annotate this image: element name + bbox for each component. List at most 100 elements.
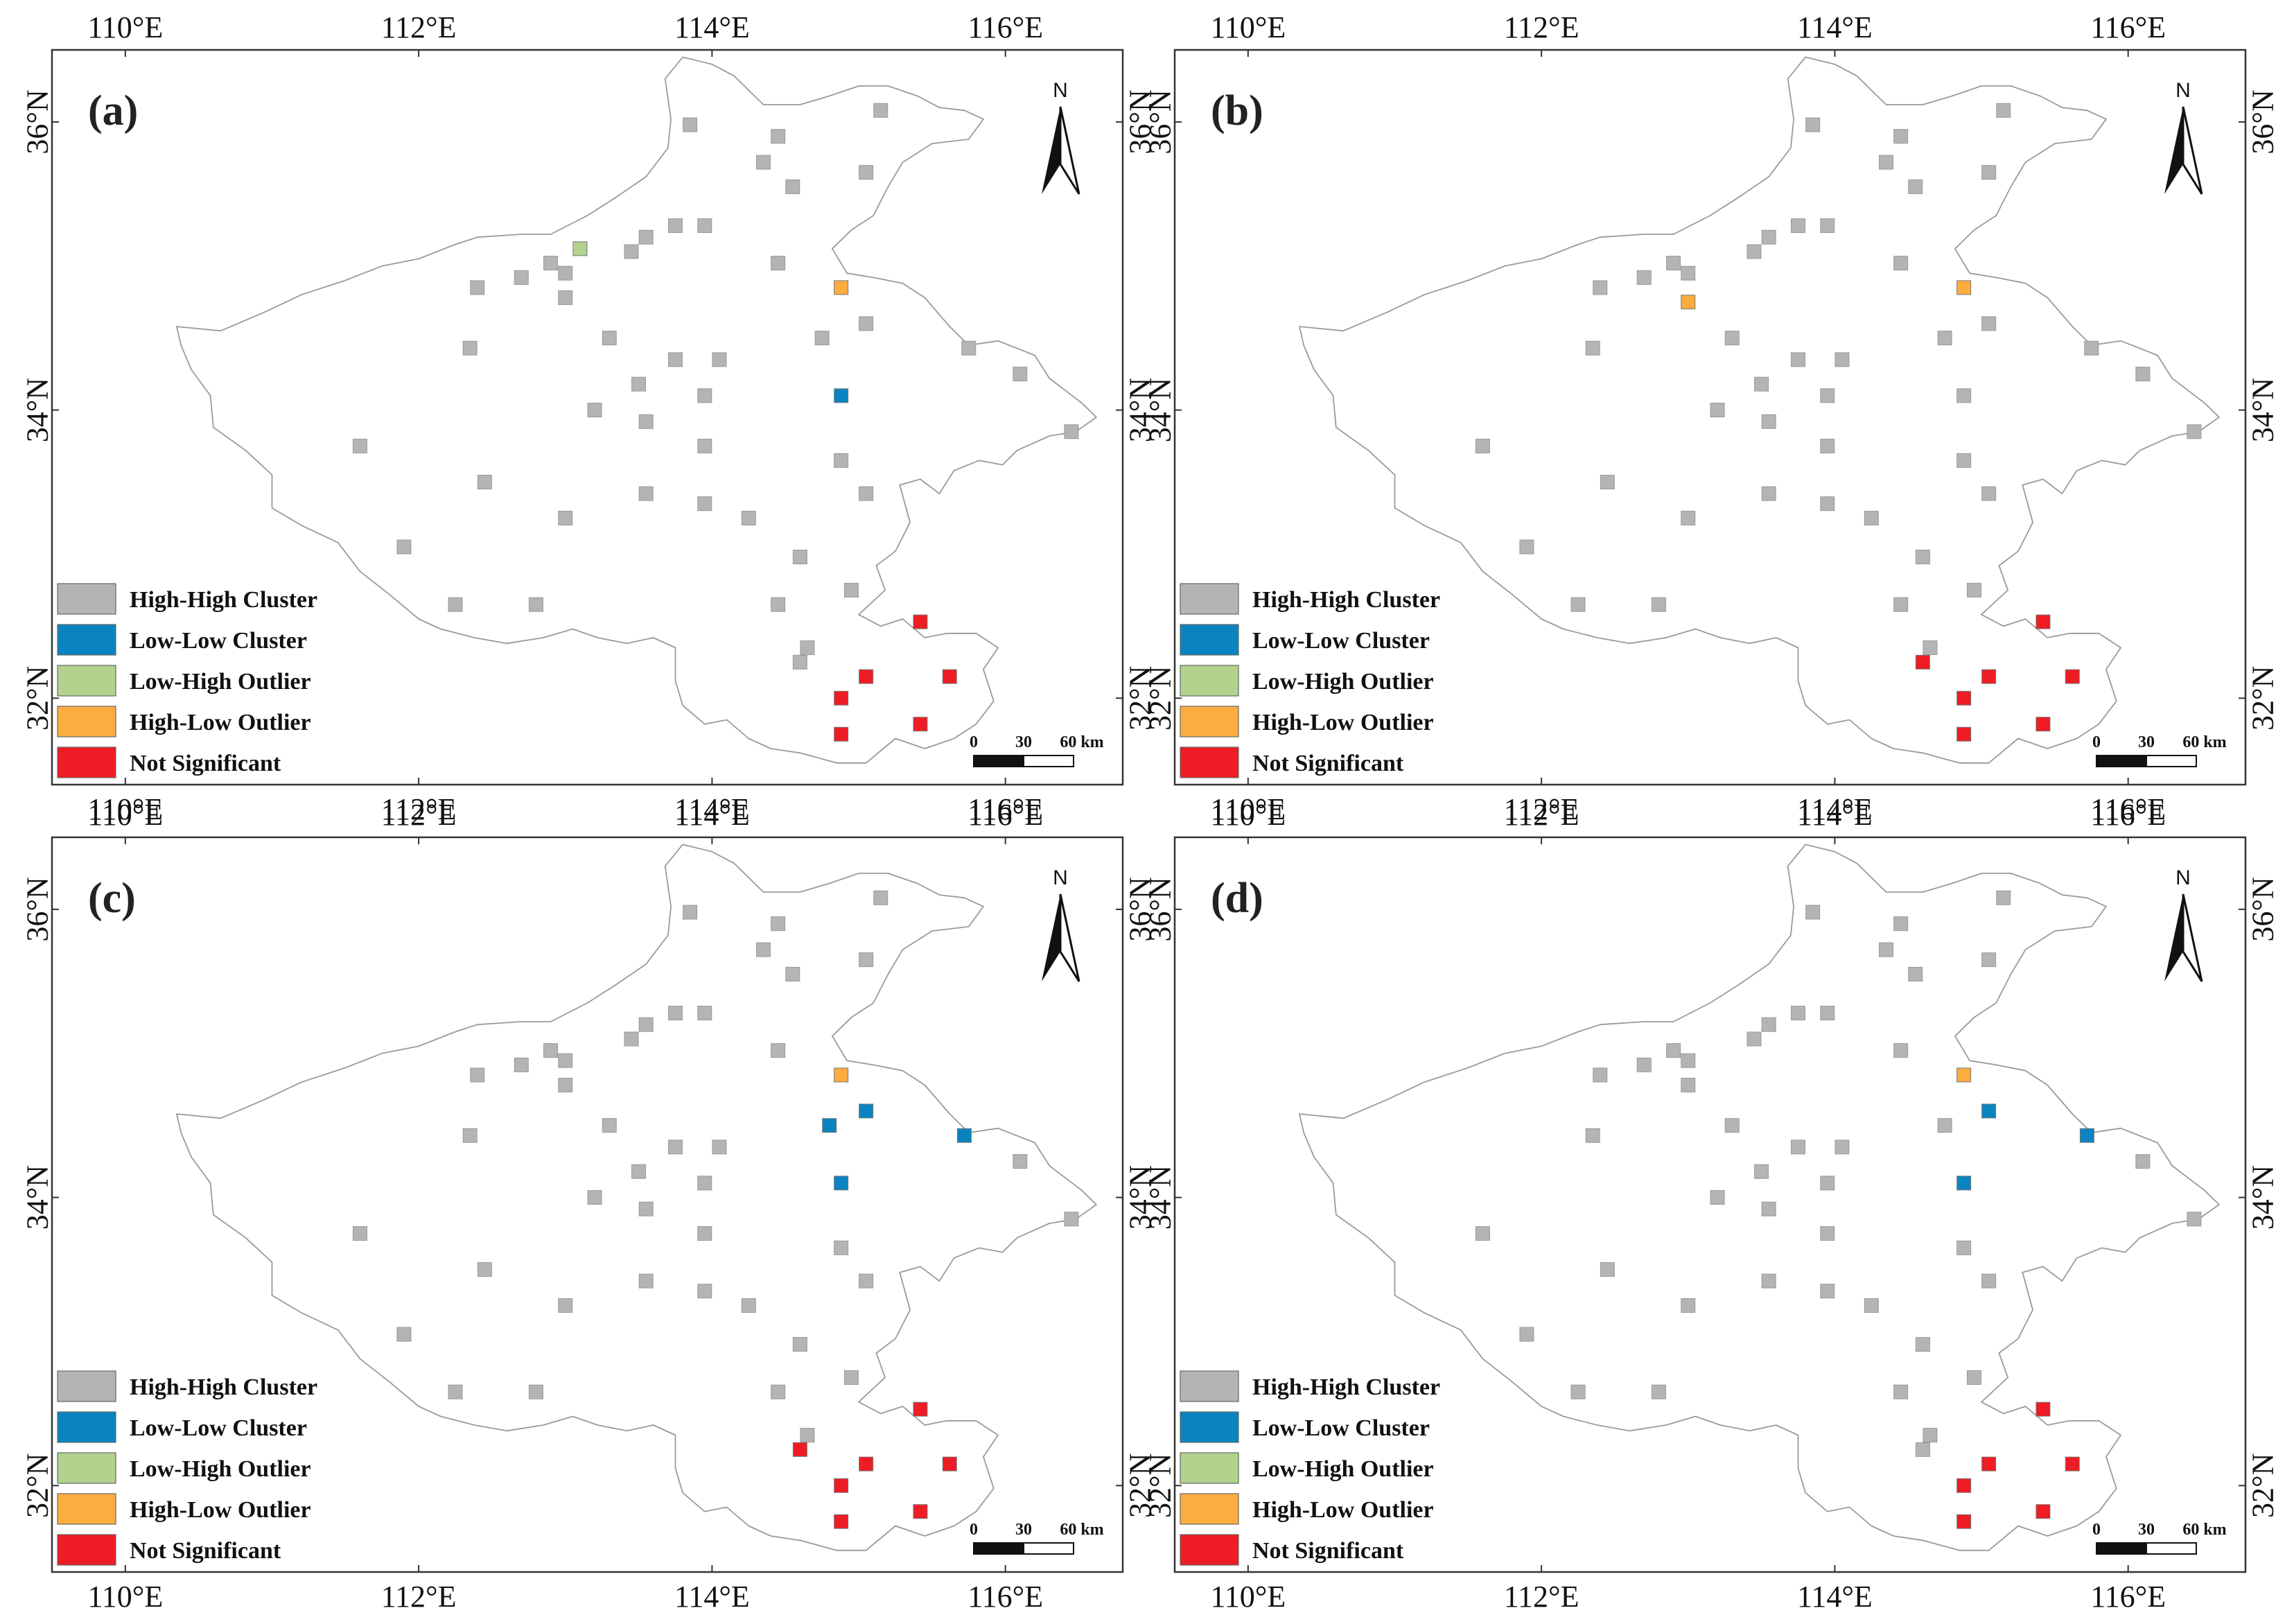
legend-label-not-significant: Not Significant	[1252, 751, 1404, 776]
lat-label-right: 36°N	[1123, 89, 1157, 154]
site-marker-high-high	[1013, 1154, 1028, 1169]
lon-label-bottom: 110°E	[87, 792, 163, 826]
scale-bar-black	[973, 755, 1024, 767]
site-marker-high-high	[1585, 1128, 1600, 1143]
site-marker-high-high	[638, 1273, 654, 1289]
site-marker-high-high	[1710, 1190, 1725, 1205]
site-marker-high-high	[1908, 966, 1923, 981]
lat-label-right: 32°N	[2245, 666, 2279, 731]
legend-label-high-high-cluster: High-High Cluster	[130, 1374, 317, 1400]
site-marker-high-high	[1761, 414, 1776, 429]
site-marker-not-significant	[1956, 1514, 1972, 1529]
lon-label-bottom: 116°E	[2090, 1580, 2166, 1614]
lon-label-top: 114°E	[1797, 798, 1873, 832]
site-marker-high-high	[873, 103, 888, 118]
panel-label: (a)	[88, 87, 138, 134]
site-marker-high-high	[800, 640, 815, 656]
site-marker-low-low-cluster	[822, 1118, 837, 1133]
site-marker-high-high	[528, 1384, 543, 1399]
scale-label-30: 30	[2138, 733, 2155, 751]
lon-label-top: 112°E	[381, 798, 457, 832]
site-marker-high-high	[1710, 403, 1725, 418]
site-marker-high-high	[697, 1226, 712, 1241]
legend-swatch-high-low-outlier	[57, 1493, 116, 1525]
panel-label: (b)	[1211, 87, 1263, 134]
site-marker-high-high	[1893, 129, 1909, 144]
site-marker-high-high	[1636, 1057, 1652, 1072]
site-marker-high-high	[873, 890, 888, 905]
site-marker-high-high	[558, 1298, 573, 1313]
site-marker-high-high	[1864, 1298, 1879, 1313]
site-marker-high-high	[1878, 942, 1893, 957]
lon-label-top: 112°E	[1504, 798, 1579, 832]
site-marker-high-high	[1761, 1201, 1776, 1216]
site-marker-high-high	[1724, 331, 1740, 346]
site-marker-high-high	[1864, 510, 1879, 525]
site-marker-low-low-cluster	[834, 388, 849, 403]
legend-swatch-not-significant	[57, 746, 116, 778]
north-arrow-icon	[2164, 106, 2203, 195]
site-marker-high-high	[755, 155, 771, 170]
legend-swatch-not-significant	[57, 1534, 116, 1566]
site-marker-not-significant	[792, 1442, 807, 1457]
site-marker-high-high	[667, 1140, 683, 1155]
site-marker-not-significant	[913, 614, 928, 629]
map-panel-a: 110°E 110°E 112°E 112°E 114°E 114°E 116°E 116°E…	[20, 10, 1157, 826]
legend-label-high-low-outlier: High-Low Outlier	[130, 710, 311, 735]
site-marker-high-high	[1966, 582, 1981, 597]
site-marker-high-high	[1593, 1067, 1608, 1083]
site-marker-high-high	[1893, 916, 1909, 932]
legend-label-low-low-cluster: Low-Low Cluster	[130, 1415, 307, 1441]
site-marker-low-low-cluster	[834, 1176, 849, 1191]
legend-swatch-high-low-outlier	[1180, 1493, 1239, 1525]
site-marker-high-high	[771, 916, 786, 932]
site-marker-not-significant	[1956, 1478, 1972, 1493]
lon-label-bottom: 112°E	[381, 1580, 457, 1614]
lon-label-top: 116°E	[2090, 798, 2166, 832]
site-marker-high-high	[667, 218, 683, 234]
site-marker-high-high	[792, 1337, 807, 1352]
lon-label-top: 114°E	[674, 798, 750, 832]
site-marker-high-high	[1956, 388, 1972, 403]
lon-label-bottom: 110°E	[1210, 1580, 1286, 1614]
north-arrow-right-half	[2182, 893, 2203, 982]
site-marker-high-high	[558, 1077, 573, 1092]
lon-label-top: 114°E	[1797, 10, 1873, 44]
site-marker-high-high	[1893, 1043, 1909, 1058]
site-marker-high-high	[1915, 550, 1930, 565]
site-marker-high-high	[755, 942, 771, 957]
site-marker-high-high	[771, 1384, 786, 1399]
map-panel-c: 110°E 110°E 112°E 112°E 114°E 114°E 116°E 116°E…	[20, 798, 1157, 1614]
legend-swatch-low-low-cluster	[1180, 1411, 1239, 1443]
site-marker-high-high	[1996, 890, 2011, 905]
site-marker-high-high	[1893, 256, 1909, 271]
site-marker-high-high	[741, 1298, 756, 1313]
site-marker-high-high	[667, 352, 683, 367]
lat-label-left: 32°N	[20, 666, 54, 731]
site-marker-high-high	[470, 280, 485, 295]
site-marker-high-high	[859, 316, 874, 331]
site-marker-high-high	[843, 582, 859, 597]
scale-bar-black	[2096, 755, 2147, 767]
site-marker-low-low-cluster	[1956, 1176, 1972, 1191]
site-marker-high-high	[2187, 424, 2202, 439]
site-marker-high-high	[1790, 218, 1805, 234]
legend-label-low-high-outlier: Low-High Outlier	[1252, 669, 1434, 695]
site-marker-high-low-outlier	[1681, 295, 1696, 310]
province-boundary	[1299, 844, 2220, 1551]
legend-label-not-significant: Not Significant	[130, 751, 281, 776]
site-marker-low-low-cluster	[2079, 1128, 2094, 1143]
north-arrow-label: N	[2175, 866, 2191, 889]
lat-label-right: 32°N	[1123, 1453, 1157, 1518]
site-marker-high-high	[1651, 1384, 1666, 1399]
site-marker-high-high	[1805, 117, 1821, 132]
legend-swatch-low-high-outlier	[1180, 1452, 1239, 1484]
map-panels: 110°E 110°E 112°E 112°E 114°E 114°E 116°E 116°E…	[20, 10, 2279, 1614]
site-marker-high-high	[558, 290, 573, 305]
scale-bar-black	[973, 1542, 1024, 1555]
site-marker-not-significant	[859, 669, 874, 684]
map-panel-d: 110°E 110°E 112°E 112°E 114°E 114°E 116°E 116°E…	[1143, 798, 2279, 1614]
site-marker-high-high	[1915, 1442, 1930, 1457]
site-marker-high-high	[1923, 640, 1938, 656]
lon-label-bottom: 116°E	[967, 1580, 1043, 1614]
